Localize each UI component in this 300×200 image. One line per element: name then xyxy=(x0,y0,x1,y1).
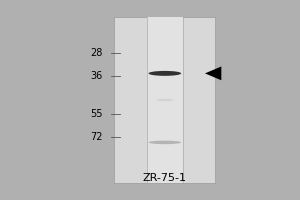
Ellipse shape xyxy=(156,99,174,101)
Text: 72: 72 xyxy=(90,132,102,142)
Bar xyxy=(147,17,183,183)
Ellipse shape xyxy=(148,71,181,76)
Polygon shape xyxy=(205,66,221,80)
Text: ZR-75-1: ZR-75-1 xyxy=(143,173,187,183)
Bar xyxy=(114,17,215,183)
Text: 36: 36 xyxy=(90,71,102,81)
Ellipse shape xyxy=(148,141,181,144)
Text: 28: 28 xyxy=(90,48,102,58)
Text: 55: 55 xyxy=(90,109,102,119)
